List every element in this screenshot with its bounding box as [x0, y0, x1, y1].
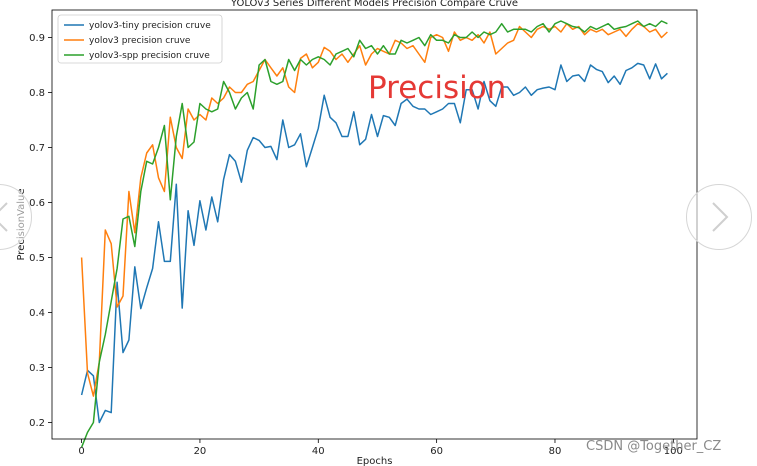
y-tick-label: 0.2: [29, 418, 45, 429]
y-tick-label: 0.9: [29, 33, 45, 44]
x-tick-label: 40: [312, 446, 325, 457]
legend: yolov3-tiny precision cruve yolov3 precis…: [57, 14, 223, 64]
y-tick-label: 0.6: [29, 198, 45, 209]
x-tick-label: 100: [664, 446, 683, 457]
y-tick-label: 0.8: [29, 88, 45, 99]
series-line-3: [80, 20, 668, 448]
x-tick-label: 0: [78, 446, 84, 457]
series-line-2: [80, 22, 668, 397]
axes: YOLOv3 Series Different Models Precision…: [16, 0, 698, 466]
prev-image-button[interactable]: [0, 184, 32, 250]
y-tick-label: 0.5: [29, 253, 45, 264]
series-line-1: [80, 62, 668, 424]
plot-area: [80, 20, 668, 448]
x-tick-label: 20: [194, 446, 207, 457]
x-tick-label: 80: [549, 446, 562, 457]
csdn-watermark: CSDN @Together_CZ: [586, 439, 722, 454]
y-tick-label: 0.4: [29, 308, 45, 319]
precision-overlay-label: Precision: [368, 70, 507, 106]
x-tick-label: 60: [430, 446, 443, 457]
legend-label-2: yolov3 precision cruve: [89, 36, 191, 46]
legend-box: [57, 14, 223, 64]
legend-label-1: yolov3-tiny precision cruve: [89, 21, 211, 31]
next-image-button[interactable]: [686, 184, 752, 250]
chevron-left-icon: [0, 202, 8, 232]
y-tick-label: 0.7: [29, 143, 45, 154]
legend-label-3: yolov3-spp precision cruve: [89, 51, 210, 61]
y-tick-label: 0.3: [29, 363, 45, 374]
x-axis-title: Epochs: [357, 456, 393, 466]
chart-title: YOLOv3 Series Different Models Precision…: [230, 0, 518, 9]
chevron-right-icon: [712, 202, 729, 232]
